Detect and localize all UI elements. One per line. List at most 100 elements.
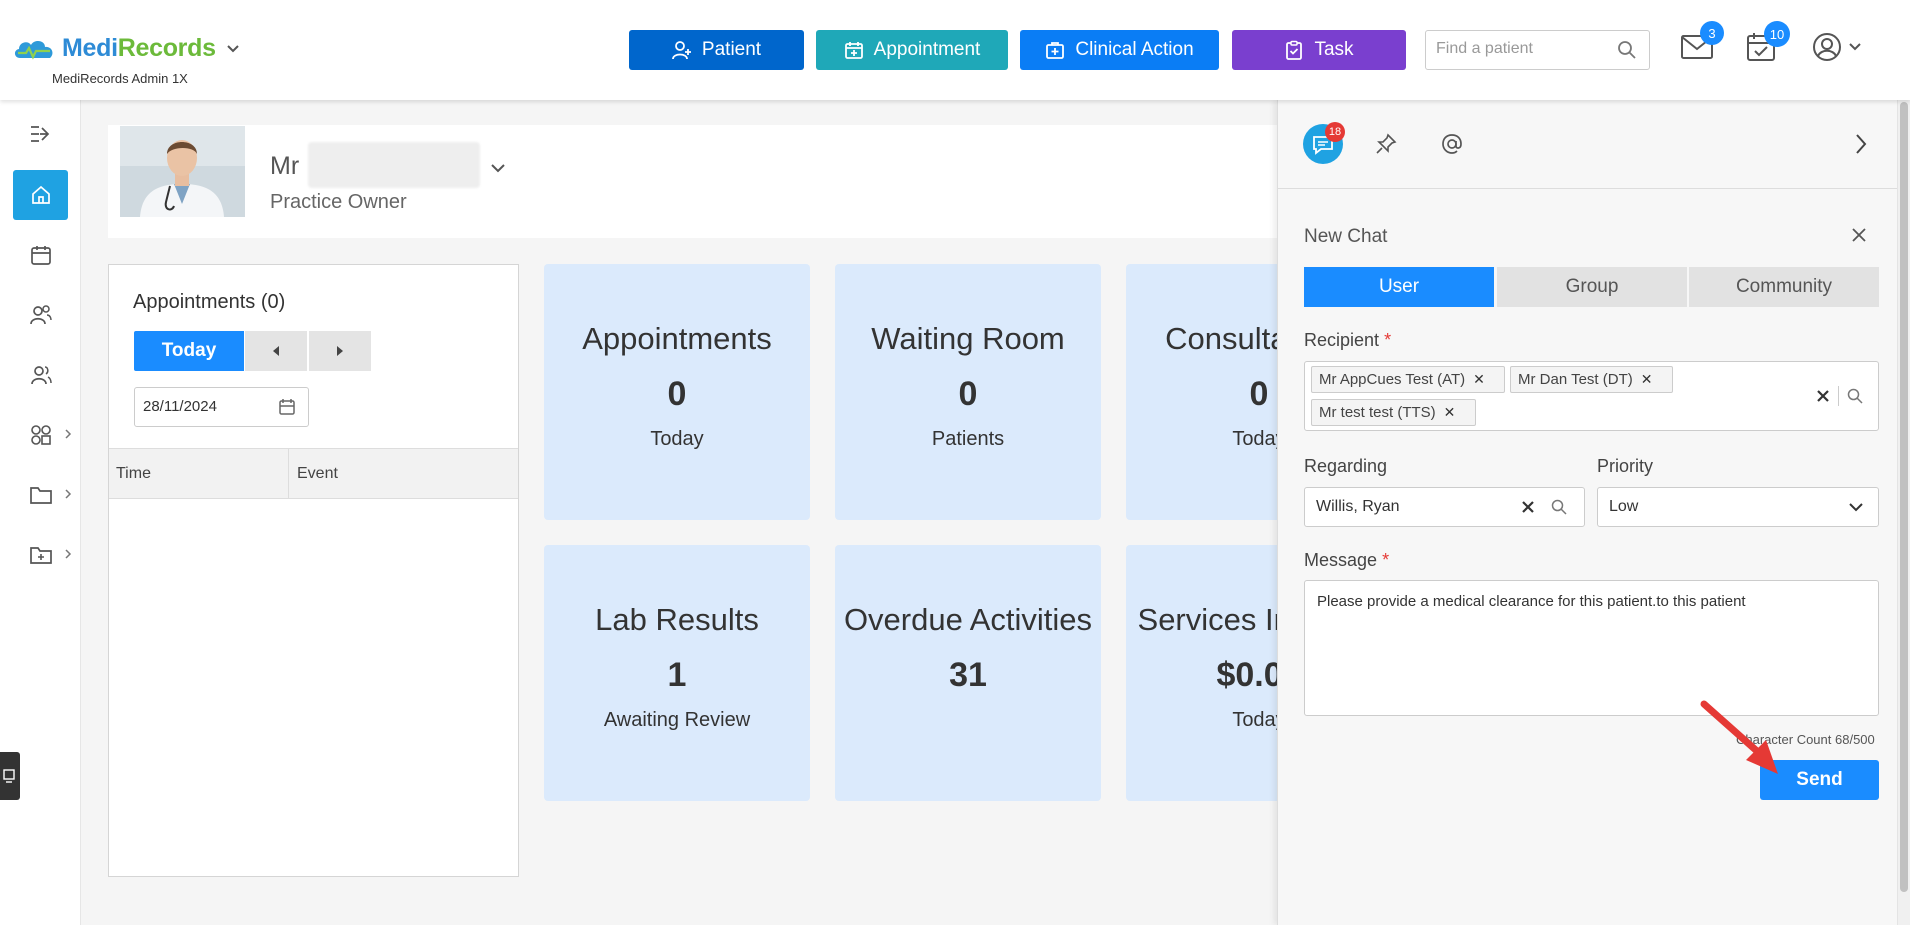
mail-count-badge: 3 [1700, 21, 1724, 45]
recipient-chip-label: Mr test test (TTS) [1319, 404, 1436, 421]
new-task-button[interactable]: Task [1232, 30, 1406, 70]
card-title: Lab Results [595, 602, 759, 637]
clear-icon[interactable] [1521, 500, 1535, 514]
today-button[interactable]: Today [134, 331, 244, 371]
send-button[interactable]: Send [1760, 760, 1879, 800]
recipient-label: Recipient * [1304, 330, 1391, 351]
profile-title: Mr [270, 152, 300, 180]
mentions-tab[interactable] [1441, 133, 1463, 155]
recipient-chip: Mr Dan Test (DT) ✕ [1510, 366, 1673, 393]
search-icon[interactable] [1847, 388, 1863, 404]
sidebar-expand[interactable] [13, 109, 68, 159]
sidebar-item-modules[interactable] [13, 410, 72, 460]
character-count: Character Count 68/500 [1736, 732, 1875, 747]
chevron-right-icon [65, 549, 72, 559]
close-icon[interactable] [1851, 227, 1867, 243]
patient-button-label: Patient [701, 39, 762, 60]
card-lab-results[interactable]: Lab Results 1 Awaiting Review [544, 545, 810, 801]
priority-select[interactable]: Low [1597, 487, 1879, 527]
regarding-value: Willis, Ryan [1316, 498, 1400, 515]
messages-button[interactable]: 3 [1680, 21, 1724, 61]
card-subtitle: Patients [931, 428, 1005, 450]
date-picker[interactable] [134, 387, 309, 427]
tasks-button[interactable]: 10 [1746, 21, 1790, 63]
user-add-icon [672, 41, 691, 60]
sidebar-item-users[interactable] [13, 350, 68, 400]
new-appointment-button[interactable]: Appointment [816, 30, 1008, 70]
divider [1838, 386, 1839, 406]
tab-user[interactable]: User [1304, 267, 1494, 307]
card-overdue-activities[interactable]: Overdue Activities 31 [835, 545, 1101, 801]
priority-label: Priority [1597, 456, 1654, 476]
new-clinical-action-button[interactable]: Clinical Action [1020, 30, 1219, 70]
chat-tab[interactable]: 18 [1303, 122, 1345, 164]
chevron-right-icon [65, 489, 72, 499]
red-arrow-annotation-icon [1700, 700, 1778, 774]
sidebar-item-new-folder[interactable] [13, 530, 72, 580]
user-avatar-icon [1813, 33, 1841, 61]
patient-search-input[interactable] [1426, 31, 1606, 67]
regarding-field[interactable]: Willis, Ryan [1304, 487, 1585, 527]
left-sidebar [0, 100, 81, 925]
remove-chip-icon[interactable]: ✕ [1640, 371, 1653, 387]
recipient-label-text: Recipient [1304, 330, 1380, 350]
remove-chip-icon[interactable]: ✕ [1473, 371, 1485, 387]
chevron-right-icon [1856, 134, 1867, 154]
brand-logo[interactable]: MediRecords [12, 34, 240, 63]
new-chat-title: New Chat [1304, 226, 1388, 247]
expand-menu-icon [30, 126, 49, 142]
previous-day-button[interactable] [245, 331, 307, 371]
users-icon [30, 366, 52, 385]
search-icon[interactable] [1551, 499, 1567, 515]
message-box[interactable]: Please provide a medical clearance for t… [1304, 580, 1879, 716]
user-menu[interactable] [1812, 32, 1862, 62]
appointments-heading: Appointments (0) [133, 291, 286, 313]
side-drawer-tab[interactable] [0, 752, 20, 800]
calendar-icon[interactable] [278, 398, 296, 416]
card-waiting-room[interactable]: Waiting Room 0 Patients [835, 264, 1101, 520]
card-value: 1 [667, 656, 687, 694]
sidebar-item-documents[interactable] [13, 470, 72, 520]
top-header: MediRecords MediRecords Admin 1X Patient… [0, 0, 1910, 100]
calendar-icon [30, 246, 51, 265]
card-title: Overdue Activities [843, 602, 1093, 637]
new-patient-button[interactable]: Patient [629, 30, 804, 70]
date-input[interactable] [135, 388, 265, 424]
folder-add-icon [29, 547, 52, 564]
recipient-field[interactable]: Mr AppCues Test (AT) ✕ Mr Dan Test (DT) ✕ … [1304, 361, 1879, 431]
recipient-chip-label: Mr Dan Test (DT) [1518, 371, 1633, 388]
message-textarea[interactable]: Please provide a medical clearance for t… [1305, 581, 1878, 715]
tab-community[interactable]: Community [1689, 267, 1879, 307]
caret-right-icon [337, 346, 343, 356]
caret-left-icon [273, 346, 279, 356]
patient-search[interactable] [1425, 30, 1650, 70]
card-value: 0 [958, 375, 978, 413]
column-time: Time [109, 449, 289, 498]
doctor-avatar-image [120, 126, 245, 217]
search-icon[interactable] [1617, 40, 1637, 60]
scrollbar-thumb[interactable] [1900, 102, 1908, 892]
chevron-down-icon[interactable] [226, 44, 240, 54]
chevron-down-icon[interactable] [490, 163, 506, 173]
sidebar-item-home[interactable] [13, 170, 68, 220]
user-profile-card: Mr Practice Owner [108, 125, 1408, 238]
scrollbar[interactable] [1897, 100, 1910, 925]
clear-all-icon[interactable] [1816, 389, 1830, 403]
required-marker: * [1384, 330, 1392, 350]
next-day-button[interactable] [309, 331, 371, 371]
card-appointments[interactable]: Appointments 0 Today [544, 264, 810, 520]
collapse-panel-button[interactable] [1854, 133, 1868, 155]
card-subtitle: Today [1232, 428, 1286, 450]
card-value: 0 [667, 375, 687, 413]
task-button-label: Task [1314, 39, 1354, 60]
pinned-tab[interactable] [1375, 133, 1397, 155]
sidebar-item-calendar[interactable] [13, 230, 68, 280]
card-value: 0 [1249, 375, 1269, 413]
sidebar-item-patients[interactable] [13, 290, 68, 340]
card-subtitle: Today [650, 428, 704, 450]
card-title: Appointments [582, 321, 772, 356]
remove-chip-icon[interactable]: ✕ [1443, 404, 1456, 420]
tab-group[interactable]: Group [1497, 267, 1687, 307]
card-value: 31 [949, 656, 987, 694]
clinical-action-button-label: Clinical Action [1075, 39, 1194, 60]
